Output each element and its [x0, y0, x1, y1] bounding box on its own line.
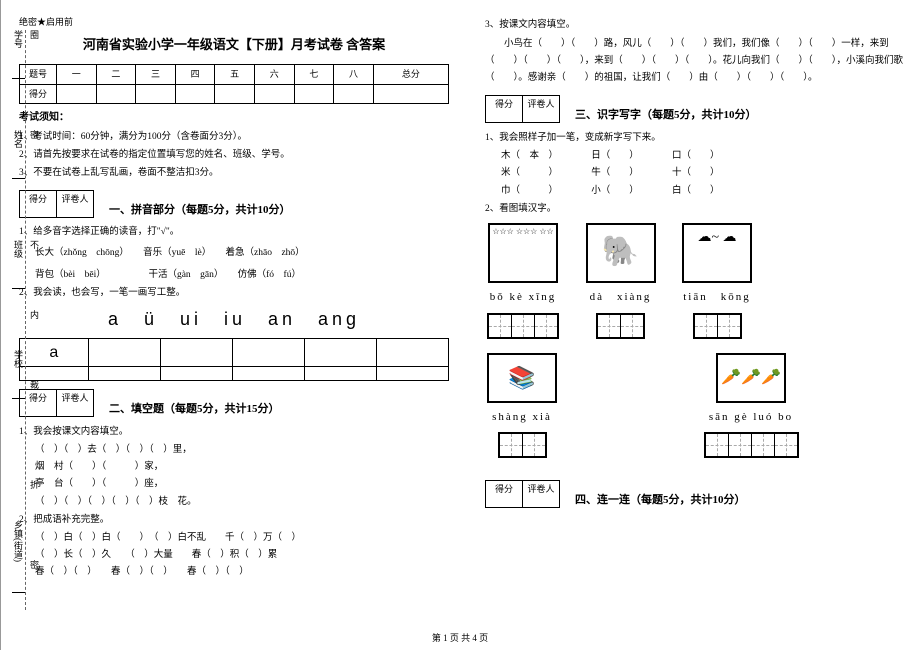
- cell-1: 一: [57, 65, 97, 84]
- score-pingjuan: 评卷人: [56, 389, 94, 417]
- section-3-title: 三、识字写字（每题5分，共计10分）: [575, 107, 915, 125]
- field-banji: 班级: [12, 240, 25, 289]
- table-row: 得分: [20, 84, 449, 103]
- instruction-2: 2、请首先按要求在试卷的指定位置填写您的姓名、班级、学号。: [19, 148, 449, 163]
- exam-title: 河南省实验小学一年级语文【下册】月考试卷 含答案: [19, 35, 449, 56]
- char-grid: [596, 313, 645, 339]
- field-xuehao: 学号: [12, 30, 25, 79]
- cell-7: 七: [294, 65, 334, 84]
- q2-3text: 小鸟在（ ）（ ）路，风儿（ ）（ ）我们，我们像（ ）（ ）一样，来到（ ）（…: [485, 36, 915, 87]
- instruction-1: 1、考试时间：60分钟，满分为100分（含卷面分3分）。: [19, 130, 449, 145]
- label-sx: shàng xià: [485, 409, 559, 427]
- elephant-image: 🐘: [586, 223, 656, 283]
- pinyin-table: a: [19, 338, 449, 382]
- binding-cut: 裁: [28, 380, 41, 389]
- q3-1a: 木（ 本 ） 日（ ） 口（ ）: [501, 149, 915, 164]
- binding-seal: 密: [28, 130, 41, 139]
- q1-2: 2、我会读，也会写，一笔一画写工整。: [19, 286, 449, 301]
- left-column: 绝密★启用前 河南省实验小学一年级语文【下册】月考试卷 含答案 题号 一 二 三…: [1, 0, 467, 650]
- cell-3: 三: [136, 65, 176, 84]
- q1-1b: 背包（bèi bēi） 干活（gàn gān） 仿佛（fó fú）: [35, 268, 449, 283]
- q3-1: 1、我会照样子加一笔，变成新字写下来。: [485, 131, 915, 146]
- secret-label: 绝密★启用前: [19, 15, 449, 29]
- cell-6: 六: [254, 65, 294, 84]
- img-group-elephant: 🐘 dà xiàng: [584, 221, 658, 343]
- pinyin-a: a: [20, 338, 89, 367]
- binding-circle: 圈: [28, 30, 41, 39]
- q2-2: 2、把成语补充完整。: [19, 513, 449, 528]
- label-sglb: sān gè luó bo: [702, 409, 801, 427]
- page-footer: 第 1 页 共 4 页: [432, 631, 488, 644]
- q2-2a: （ ）白（ ）白（ ） （ ）白不乱 千（ ）万（ ）: [35, 531, 449, 546]
- cell-5: 五: [215, 65, 255, 84]
- score-defen: 得分: [485, 95, 522, 123]
- score-pingjuan: 评卷人: [522, 95, 560, 123]
- image-row-1: ☆☆☆ ☆☆☆ ☆☆ bǒ kè xīng 🐘 dà xiàng ☁~ ☁ ti…: [485, 221, 915, 343]
- q3-1b: 米（ ） 牛（ ） 十（ ）: [501, 166, 915, 181]
- q2-3: 3、按课文内容填空。: [485, 18, 915, 33]
- q2-1d: （ ）（ ）（ ）（ ）（ ）枝 花。: [35, 495, 449, 510]
- char-grid: [693, 313, 742, 339]
- q2-1: 1、我会按课文内容填空。: [19, 425, 449, 440]
- score-pingjuan: 评卷人: [522, 480, 560, 508]
- q2-2c: 春（ ）（ ） 春（ ）（ ） 春（ ）（ ）: [35, 565, 449, 580]
- books-image: 📚: [487, 353, 557, 403]
- sky-image: ☁~ ☁: [682, 223, 752, 283]
- image-row-2: 📚 shàng xià 🥕🥕🥕 sān gè luó bo: [485, 351, 915, 463]
- binding-noanswer: 不: [28, 240, 41, 249]
- cell-total: 总分: [373, 65, 448, 84]
- carrots-image: 🥕🥕🥕: [716, 353, 786, 403]
- q1-1: 1、给多音字选择正确的读音，打"√"。: [19, 225, 449, 240]
- binding-margin: 学号 圈 姓名 密 班级 不 学校 内 裁 折 乡镇(街道) 密: [0, 0, 1, 650]
- exam-notice: 考试须知：: [19, 110, 449, 126]
- field-xiangzhen: 乡镇(街道): [12, 520, 25, 593]
- instruction-3: 3、不要在试卷上乱写乱画，卷面不整洁扣3分。: [19, 166, 449, 181]
- score-table: 题号 一 二 三 四 五 六 七 八 总分 得分: [19, 64, 449, 104]
- char-grid: [498, 432, 547, 458]
- cell-4: 四: [175, 65, 215, 84]
- q3-2: 2、看图填汉字。: [485, 202, 915, 217]
- q2-1b: 烟 村（ ）（ ）家，: [35, 460, 449, 475]
- img-group-books: 📚 shàng xià: [485, 351, 559, 463]
- cell-8: 八: [334, 65, 374, 84]
- right-column: 3、按课文内容填空。 小鸟在（ ）（ ）路，风儿（ ）（ ）我们，我们像（ ）（…: [467, 0, 920, 650]
- section-2-title: 二、填空题（每题5分，共计15分）: [109, 401, 449, 419]
- field-xingming: 姓名: [12, 130, 25, 179]
- binding-seal2: 密: [28, 560, 41, 569]
- content-area: 绝密★启用前 河南省实验小学一年级语文【下册】月考试卷 含答案 题号 一 二 三…: [1, 0, 920, 650]
- binding-inside: 内: [28, 310, 41, 319]
- score-defen: 得分: [485, 480, 522, 508]
- q2-1c: 亭 台（ ）（ ）座，: [35, 477, 449, 492]
- q2-2b: （ ）长（ ）久 （ ）大量 春（ ）积（ ）累: [35, 548, 449, 563]
- char-grid: [487, 313, 559, 339]
- score-pingjuan: 评卷人: [56, 190, 94, 218]
- section-1-title: 一、拼音部分（每题5分，共计10分）: [109, 202, 449, 220]
- q3-1c: 巾（ ） 小（ ） 白（ ）: [501, 184, 915, 199]
- pinyin-letters: a ü ui iu an ang: [19, 305, 449, 334]
- binding-fold: 折: [28, 480, 41, 489]
- section-4-title: 四、连一连（每题5分，共计10分）: [575, 492, 915, 510]
- label-bkx: bǒ kè xīng: [485, 289, 561, 307]
- q2-1a: （ ）（ ）去（ ）（ ）（ ）里，: [35, 443, 449, 458]
- char-grid: [704, 432, 799, 458]
- img-group-sky: ☁~ ☁ tiān kōng: [680, 221, 754, 343]
- label-dx: dà xiàng: [584, 289, 658, 307]
- page: 学号 圈 姓名 密 班级 不 学校 内 裁 折 乡镇(街道) 密 绝密★启用前 …: [0, 0, 920, 650]
- label-tk: tiān kōng: [680, 289, 754, 307]
- q1-1a: 长大（zhǒng chōng） 音乐（yuē lè） 着急（zhāo zhō）: [35, 246, 449, 261]
- field-xuexiao: 学校: [12, 350, 25, 399]
- img-group-stars: ☆☆☆ ☆☆☆ ☆☆ bǒ kè xīng: [485, 221, 561, 343]
- binding-dash-line: [25, 30, 26, 610]
- cell-2: 二: [96, 65, 136, 84]
- img-group-carrots: 🥕🥕🥕 sān gè luó bo: [702, 351, 801, 463]
- stars-image: ☆☆☆ ☆☆☆ ☆☆: [488, 223, 558, 283]
- table-row: 题号 一 二 三 四 五 六 七 八 总分: [20, 65, 449, 84]
